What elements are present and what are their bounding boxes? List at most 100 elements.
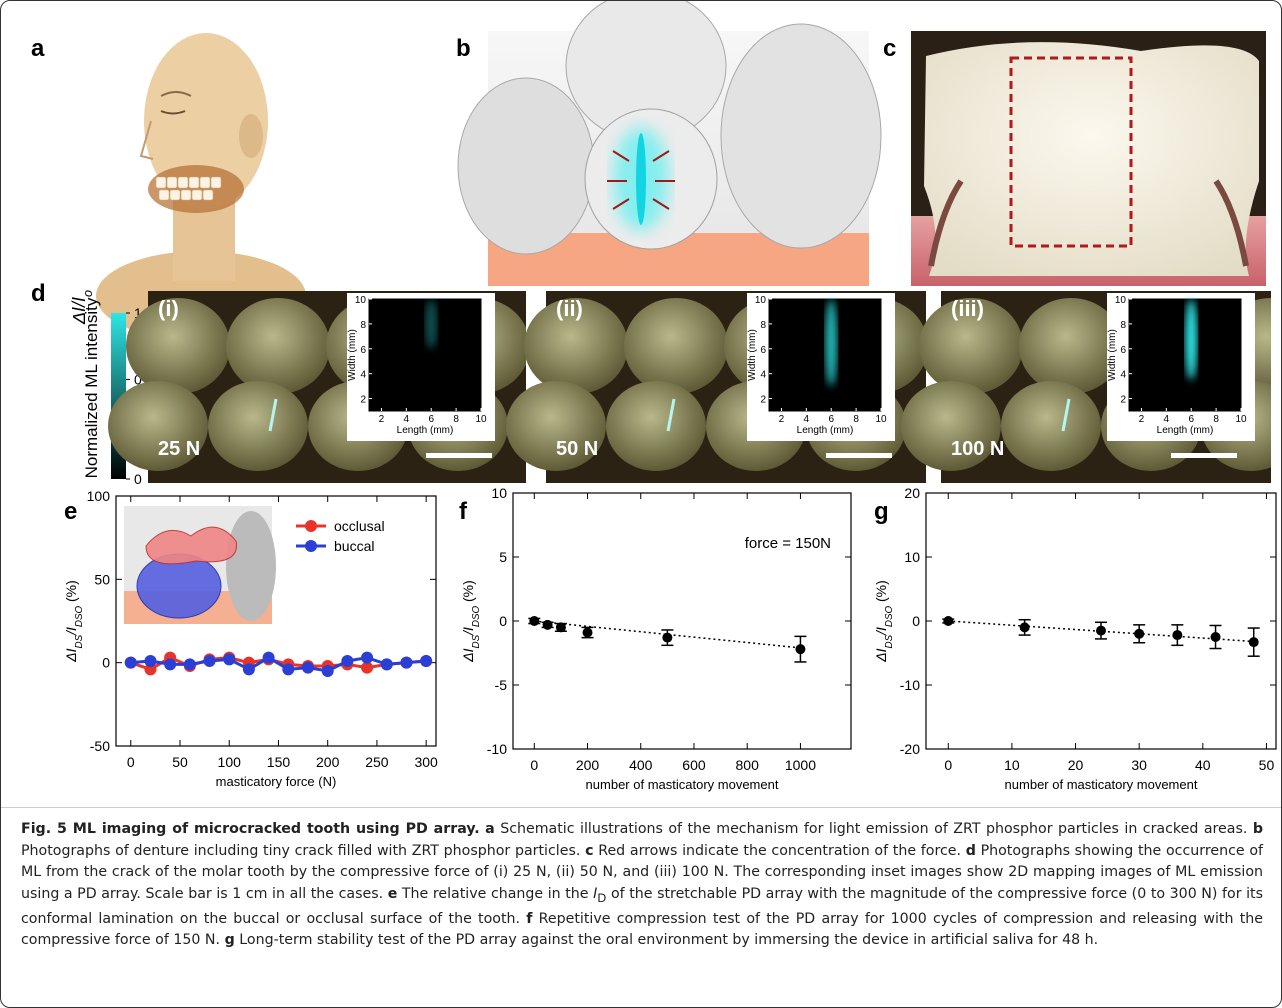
data-point — [662, 633, 672, 643]
inset-y-label: Width (mm) — [347, 329, 358, 381]
inset-x-label: Length (mm) — [1157, 425, 1214, 436]
text-run: ΔI/I — [69, 297, 89, 325]
data-point — [1249, 637, 1259, 647]
inset-tooth — [226, 511, 276, 621]
colorbar-tick-label: 0 — [134, 471, 142, 487]
inset-x-label: Length (mm) — [797, 425, 854, 436]
figure: abcdefg00.20.40.60.81Normalized ML inten… — [1, 1, 1281, 806]
x-tick-label: 200 — [576, 757, 600, 773]
x-tick-label: 40 — [1195, 757, 1211, 773]
y-axis-label: ΔIDS/IDSO (%) — [63, 580, 85, 663]
x-tick-label: 200 — [316, 754, 340, 770]
y-tick-label: -10 — [900, 677, 920, 693]
x-tick-label: 300 — [414, 754, 438, 770]
data-point — [184, 658, 196, 670]
text-run: DS — [74, 634, 85, 648]
tooth — [1001, 381, 1101, 471]
caption-panel-label: e — [388, 886, 398, 902]
data-point — [400, 657, 412, 669]
inset-y-tick-label: 6 — [1120, 345, 1126, 356]
legend-marker — [305, 520, 317, 532]
data-point — [223, 653, 235, 665]
x-tick-label: 50 — [1259, 757, 1275, 773]
text-run: (%) — [873, 580, 889, 606]
panel-label: f — [459, 498, 468, 525]
x-axis-label: number of masticatory movement — [586, 777, 779, 792]
y-tick-label: 5 — [499, 549, 507, 565]
ml-image-tag: (i) — [158, 296, 179, 321]
y-tick-label: -50 — [90, 738, 110, 754]
y-tick-label: 50 — [94, 571, 110, 587]
inset-x-tick-label: 4 — [1164, 414, 1170, 425]
y-axis-label: ΔIDS/IDSO (%) — [873, 580, 895, 663]
y-tick-label: 20 — [904, 485, 920, 501]
photo-clip-edge — [1271, 291, 1281, 483]
inset-y-tick-label: 2 — [360, 395, 366, 406]
caption-text: Photographs of denture including tiny cr… — [21, 843, 580, 859]
scale-bar — [1171, 453, 1237, 458]
x-tick-label: 400 — [629, 757, 653, 773]
data-point — [341, 655, 353, 667]
inset-y-tick-label: 10 — [755, 295, 767, 306]
data-point — [204, 655, 216, 667]
caption-text: Red arrows indicate the concentration of… — [594, 843, 961, 859]
legend-label: buccal — [334, 538, 374, 554]
inset-y-tick-label: 2 — [760, 395, 766, 406]
panel-label: g — [874, 498, 889, 525]
data-point — [583, 628, 593, 638]
text-run: /I — [63, 627, 79, 636]
y-axis-label: ΔIDS/IDSO (%) — [460, 580, 482, 663]
text-run: DSO — [884, 605, 895, 627]
inset-y-tick-label: 10 — [1115, 295, 1127, 306]
scale-bar — [426, 453, 492, 458]
inset-y-tick-label: 2 — [1120, 395, 1126, 406]
ml-image-tag: (ii) — [556, 296, 583, 321]
text-run: /I — [873, 627, 889, 636]
data-point — [543, 620, 553, 630]
inset-plot — [1129, 299, 1241, 411]
inset-x-tick-label: 6 — [828, 414, 834, 425]
panel-label: b — [456, 35, 471, 62]
y-tick-label: 10 — [904, 549, 920, 565]
ml-signal — [425, 299, 437, 349]
text-run: DS — [884, 634, 895, 648]
text-run: ΔI — [873, 648, 889, 662]
text-run: (%) — [460, 580, 476, 606]
y-tick-label: 0 — [102, 655, 110, 671]
data-point — [556, 622, 566, 632]
data-point — [125, 657, 137, 669]
inset-y-tick-label: 4 — [760, 370, 766, 381]
ml-image-tag: (iii) — [951, 296, 984, 321]
data-point — [1172, 630, 1182, 640]
text-run: DSO — [74, 605, 85, 627]
inset-x-tick-label: 2 — [779, 414, 785, 425]
ml-signal — [825, 299, 837, 386]
divider — [1, 807, 1282, 808]
inset-y-tick-label: 8 — [760, 320, 766, 331]
text-run: o — [81, 290, 95, 297]
data-point — [381, 658, 393, 670]
y-tick-label: 0 — [499, 613, 507, 629]
chart: -20-100102001020304050number of masticat… — [873, 485, 1276, 792]
inset-y-tick-label: 8 — [360, 320, 366, 331]
y-tick-label: -5 — [495, 677, 508, 693]
x-tick-label: 250 — [365, 754, 389, 770]
data-point — [361, 652, 373, 664]
caption-text: Long-term stability test of the PD array… — [235, 932, 1098, 948]
force-label: 50 N — [556, 438, 598, 460]
figure-caption: Fig. 5 ML imaging of microcracked tooth … — [21, 819, 1263, 952]
panel-label: e — [64, 498, 77, 525]
legend-marker — [305, 540, 317, 552]
caption-text: Schematic illustrations of the mechanism… — [495, 821, 1248, 837]
x-tick-label: 800 — [736, 757, 760, 773]
chart: -50050100050100150200250300masticatory f… — [63, 488, 438, 789]
inset-x-tick-label: 8 — [453, 414, 459, 425]
text-run: DSO — [471, 605, 482, 627]
data-point — [144, 655, 156, 667]
y-tick-label: 10 — [491, 485, 507, 501]
y-tick-label: -20 — [900, 741, 920, 757]
inset-x-tick-label: 2 — [1139, 414, 1145, 425]
data-point — [263, 652, 275, 664]
caption-panel-label: b — [1253, 821, 1263, 837]
